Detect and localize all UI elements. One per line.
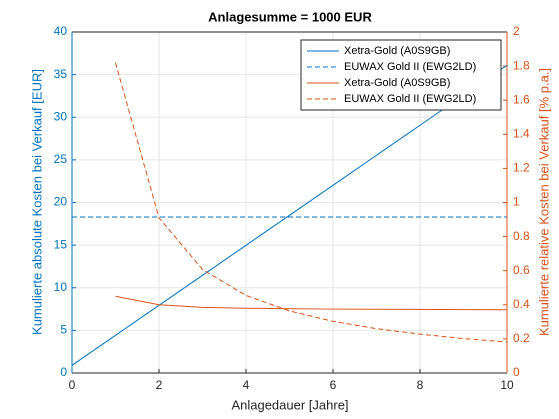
x-tick-label: 0 (69, 378, 76, 392)
y-tick-label: 10 (54, 280, 68, 294)
data-line (71, 64, 508, 366)
y-tick-label: 0 (60, 365, 67, 379)
y2-tick-label: 0.6 (513, 263, 530, 277)
y-tick-label: 20 (54, 195, 68, 209)
y-tick-label: 30 (54, 109, 68, 123)
y2-tick-label: 0 (513, 365, 520, 379)
x-axis-label: Anlagedauer [Jahre] (231, 397, 348, 412)
legend-label: EUWAX Gold II (EWG2LD) (344, 61, 476, 73)
x-tick-label: 2 (156, 378, 163, 392)
y-axis-label: Kumulierte absolute Kosten bei Verkauf [… (29, 69, 44, 335)
y2-tick-label: 0.2 (513, 331, 530, 345)
x-tick-label: 8 (417, 378, 424, 392)
chart-title: Anlagesumme = 1000 EUR (208, 9, 372, 24)
y-tick-label: 35 (54, 67, 68, 81)
x-tick-label: 6 (330, 378, 337, 392)
y2-tick-label: 2 (513, 24, 520, 38)
y-tick-label: 5 (60, 323, 67, 337)
legend-box (300, 39, 502, 111)
y2-tick-label: 1 (513, 195, 520, 209)
y2-tick-label: 0.8 (513, 229, 530, 243)
y2-tick-label: 1.8 (513, 58, 530, 72)
y2-tick-label: 0.4 (513, 297, 530, 311)
legend-label: EUWAX Gold II (EWG2LD) (344, 93, 476, 105)
y2-tick-label: 1.6 (513, 92, 530, 106)
x-tick-label: 4 (243, 378, 250, 392)
y2-axis-label: Kumulierte relative Kosten bei Verkauf [… (536, 68, 551, 336)
data-line (115, 295, 508, 311)
x-tick-label: 10 (500, 378, 514, 392)
data-line (115, 62, 508, 343)
y2-tick-label: 1.4 (513, 126, 530, 140)
y2-tick-label: 1.2 (513, 161, 530, 175)
y-tick-label: 25 (54, 152, 68, 166)
y-tick-label: 15 (54, 237, 68, 251)
legend-label: Xetra-Gold (A0S9GB) (344, 77, 450, 89)
legend-label: Xetra-Gold (A0S9GB) (344, 45, 450, 57)
y-tick-label: 40 (54, 24, 68, 38)
